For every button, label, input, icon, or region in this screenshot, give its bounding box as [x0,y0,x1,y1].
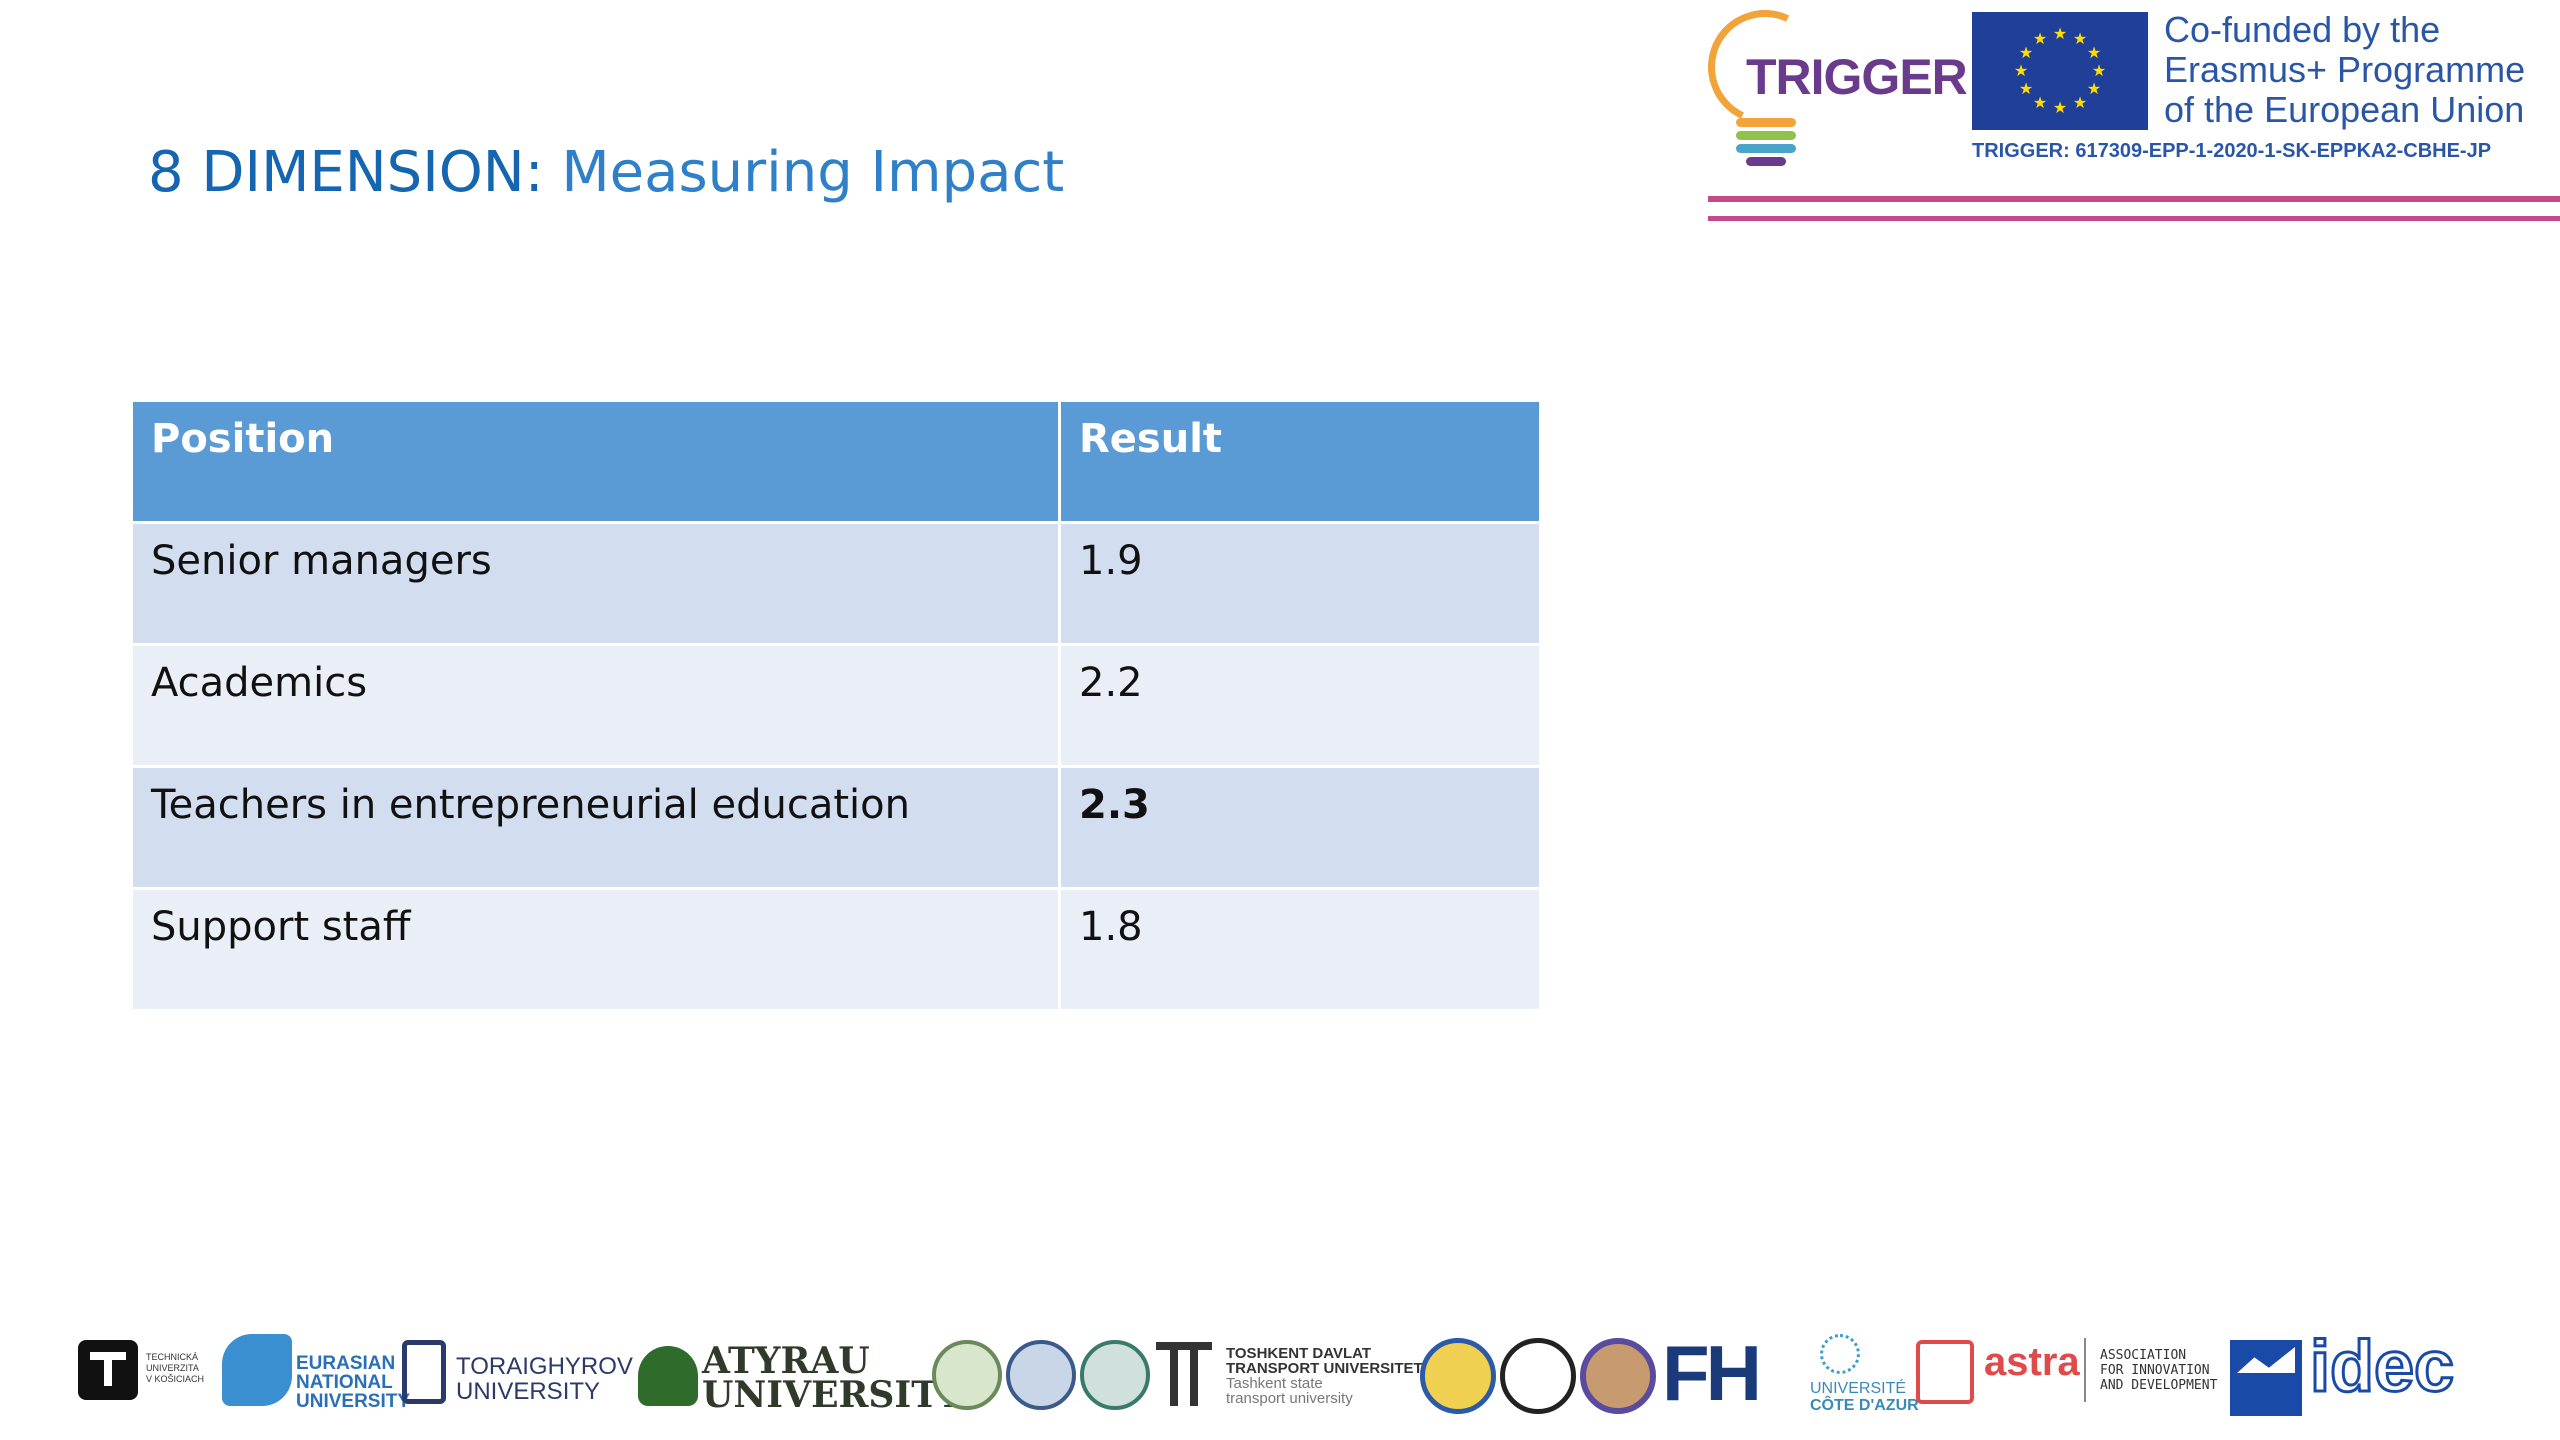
association-logo-text: ASSOCIATION FOR INNOVATION AND DEVELOPME… [2100,1348,2217,1393]
association-line: ASSOCIATION [2100,1348,2187,1363]
trigger-logo-text: TRIGGER [1746,49,1968,105]
atyrau-tree-icon [638,1346,698,1406]
cell-position: Teachers in entrepreneurial education [133,768,1061,887]
slide-title-rest: Measuring Impact [543,140,1065,205]
university-seal-icon [1500,1338,1576,1414]
eu-line: Co-funded by the [2164,9,2441,50]
astra-owl-icon [1916,1340,1974,1404]
eu-line: of the European Union [2164,89,2525,130]
cell-result: 1.9 [1079,538,1143,584]
eurasian-line: NATIONAL [296,1372,393,1393]
eu-flag-icon: ★ ★ ★ ★ ★ ★ ★ ★ ★ ★ ★ ★ [1972,12,2148,130]
svg-text:★: ★ [2087,79,2101,98]
table-row: Senior managers 1.9 [133,524,1539,646]
svg-text:★: ★ [2073,29,2087,48]
cell-result: 1.8 [1079,904,1143,950]
eurasian-logo-icon [222,1334,292,1406]
university-seal-icon [932,1340,1002,1410]
university-seal-icon [1080,1340,1150,1410]
toraighyrov-line: TORAIGHYROV [456,1353,633,1380]
tuke-logo-icon [78,1340,138,1400]
svg-text:★: ★ [2073,93,2087,112]
university-seal-icon [1006,1340,1076,1410]
results-table: Position Result Senior managers 1.9 Acad… [133,402,1539,1012]
eurasian-line: UNIVERSITY [296,1391,411,1412]
tashkent-line: transport university [1226,1390,1353,1407]
association-line: FOR INNOVATION [2100,1363,2210,1378]
trigger-logo: TRIGGER [1691,0,1968,176]
cell-position: Academics [133,646,1061,765]
university-seal-icon [1420,1338,1496,1414]
header-position: Position [133,402,1061,521]
tuke-line: UNIVERZITA [146,1363,199,1373]
toraighyrov-logo-icon [402,1340,446,1404]
table-header-row: Position Result [133,402,1539,524]
table-row: Teachers in entrepreneurial education 2.… [133,768,1539,890]
table-row: Support staff 1.8 [133,890,1539,1012]
tuke-line: TECHNICKÁ [146,1352,199,1362]
svg-text:★: ★ [2092,61,2106,80]
bulb-icon [1736,118,1796,170]
svg-text:★: ★ [2014,61,2028,80]
eurasian-logo-text: EURASIAN NATIONAL UNIVERSITY [296,1354,410,1411]
atyrau-line: ATYRAU [702,1340,870,1382]
atyrau-line: UNIVERSITY [702,1374,964,1416]
tuke-line: V KOŠICIACH [146,1374,205,1384]
svg-text:★: ★ [2053,98,2067,117]
svg-text:★: ★ [2033,29,2047,48]
tuke-logo-text: TECHNICKÁ UNIVERZITA V KOŠICIACH [146,1352,204,1385]
eurasian-line: EURASIAN [296,1353,396,1374]
svg-text:★: ★ [2019,79,2033,98]
svg-text:★: ★ [2053,24,2067,43]
cote-line: UNIVERSITÉ [1810,1380,1907,1397]
header-rule [1708,216,2560,221]
astra-logo-text: astra [1984,1340,2080,1384]
cell-result: 2.3 [1079,782,1150,828]
cote-line: CÔTE D'AZUR [1810,1397,1919,1414]
association-line: AND DEVELOPMENT [2100,1378,2218,1393]
eu-cofunded-text: Co-funded by the Erasmus+ Programme of t… [2164,10,2525,130]
cote-azur-text: UNIVERSITÉ CÔTE D'AZUR [1810,1380,1919,1414]
idec-logo-text: idec [2308,1326,2455,1409]
tashkent-logo-text: TOSHKENT DAVLAT TRANSPORT UNIVERSITETI T… [1226,1346,1427,1406]
fh-logo-text: FH [1662,1329,1762,1417]
header-rule [1708,196,2560,202]
slide-title: 8 DIMENSION: Measuring Impact [148,140,1064,205]
tashkent-logo-icon [1156,1342,1212,1406]
tashkent-line: TRANSPORT UNIVERSITETI [1226,1360,1427,1377]
university-seal-icon [1580,1338,1656,1414]
project-code: TRIGGER: 617309-EPP-1-2020-1-SK-EPPKA2-C… [1972,140,2492,162]
eu-line: Erasmus+ Programme [2164,49,2526,90]
cell-result: 2.2 [1079,660,1143,706]
svg-text:★: ★ [2019,43,2033,62]
toraighyrov-logo-text: TORAIGHYROV UNIVERSITY [456,1354,633,1404]
divider [2084,1338,2086,1402]
tashkent-line: TOSHKENT DAVLAT [1226,1345,1371,1362]
toraighyrov-line: UNIVERSITY [456,1378,601,1405]
idec-logo-icon [2230,1340,2302,1416]
svg-text:★: ★ [2033,93,2047,112]
atyrau-logo-text: ATYRAU UNIVERSITY [702,1340,964,1416]
svg-text:★: ★ [2087,43,2101,62]
cell-position: Support staff [133,890,1061,1009]
slide-title-prefix: 8 DIMENSION: [148,140,544,205]
cote-azur-icon [1820,1334,1860,1374]
eu-stars-icon: ★ ★ ★ ★ ★ ★ ★ ★ ★ ★ ★ ★ [2014,24,2106,117]
table-row: Academics 2.2 [133,646,1539,768]
header-result: Result [1079,416,1223,462]
tashkent-line: Tashkent state [1226,1375,1323,1392]
cell-position: Senior managers [133,524,1061,643]
partner-logos-strip: TECHNICKÁ UNIVERZITA V KOŠICIACH EURASIA… [70,1320,2500,1430]
